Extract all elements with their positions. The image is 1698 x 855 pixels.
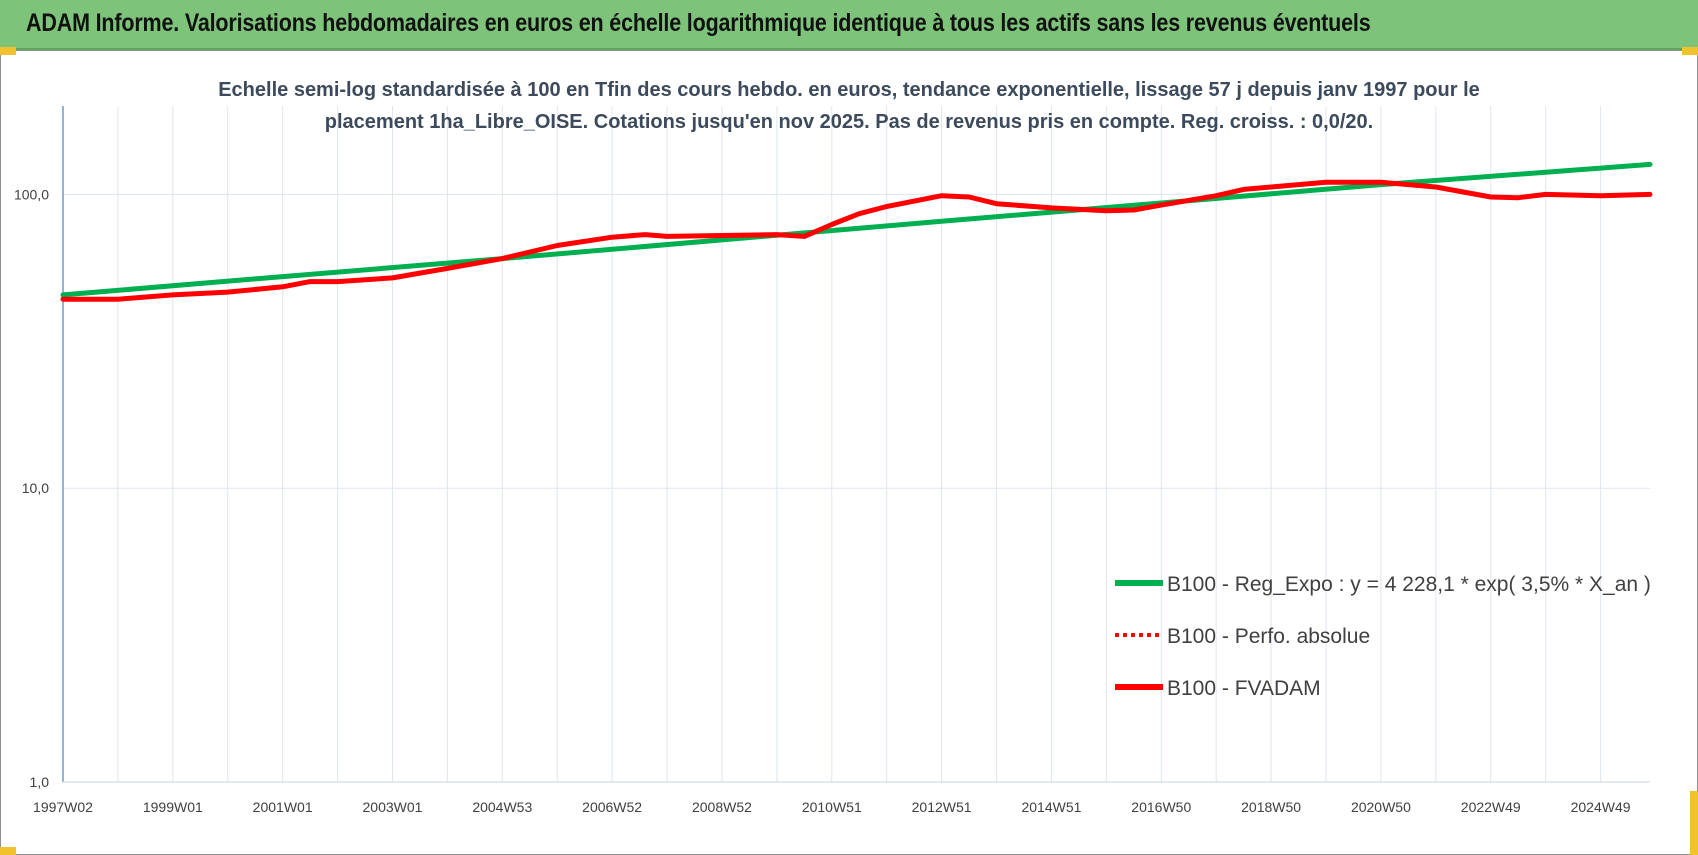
- y-tick-label: 1,0: [30, 774, 50, 790]
- page-title: ADAM Informe. Valorisations hebdomadaire…: [26, 9, 1371, 37]
- resize-handle-right[interactable]: [1690, 791, 1698, 841]
- y-tick-label: 10,0: [22, 480, 49, 496]
- legend-item-trend[interactable]: B100 - Reg_Expo : y = 4 228,1 * exp( 3,5…: [1115, 573, 1651, 596]
- page-header: ADAM Informe. Valorisations hebdomadaire…: [0, 0, 1698, 50]
- x-tick-label: 2004W53: [472, 799, 532, 815]
- x-tick-label: 2016W50: [1131, 799, 1191, 815]
- grid: [63, 106, 1650, 783]
- x-axis-ticks: 1997W02 1999W01 2001W01 2003W01 2004W53 2006W…: [33, 799, 1631, 815]
- y-tick-label: 100,0: [14, 186, 49, 202]
- x-tick-label: 2012W51: [912, 799, 972, 815]
- chart-title-line-1: Echelle semi-log standardisée à 100 en T…: [218, 79, 1480, 101]
- x-tick-label: 1997W02: [33, 799, 93, 815]
- x-tick-label: 2010W51: [802, 799, 862, 815]
- chart-title-line-2: placement 1ha_Libre_OISE. Cotations jusq…: [325, 111, 1373, 133]
- x-tick-label: 2014W51: [1021, 799, 1081, 815]
- series-trend-line: [60, 161, 1653, 298]
- x-tick-label: 2003W01: [363, 799, 423, 815]
- x-tick-label: 2006W52: [582, 799, 642, 815]
- legend-label-trend: B100 - Reg_Expo : y = 4 228,1 * exp( 3,5…: [1167, 573, 1651, 596]
- y-axis-ticks: 1,0 10,0 100,0: [14, 186, 49, 790]
- resize-handle-bottom-left[interactable]: [0, 847, 16, 855]
- x-tick-label: 1999W01: [143, 799, 203, 815]
- x-tick-label: 2020W50: [1351, 799, 1411, 815]
- series-fvadam-line: [60, 179, 1653, 302]
- x-tick-label: 2024W49: [1571, 799, 1631, 815]
- legend: B100 - Reg_Expo : y = 4 228,1 * exp( 3,5…: [1115, 573, 1651, 700]
- resize-handle-bottom-right[interactable]: [1690, 839, 1698, 855]
- x-tick-label: 2001W01: [253, 799, 313, 815]
- resize-handle-top-left[interactable]: [0, 47, 16, 55]
- x-tick-label: 2022W49: [1461, 799, 1521, 815]
- legend-label-fvadam: B100 - FVADAM: [1167, 677, 1321, 700]
- x-tick-label: 2018W50: [1241, 799, 1301, 815]
- legend-item-fvadam[interactable]: B100 - FVADAM: [1115, 677, 1321, 700]
- x-tick-label: 2008W52: [692, 799, 752, 815]
- legend-label-perfo-absolue: B100 - Perfo. absolue: [1167, 625, 1370, 648]
- legend-item-perfo-absolue[interactable]: B100 - Perfo. absolue: [1115, 625, 1370, 648]
- series-layer: [60, 161, 1653, 302]
- resize-handle-top-right[interactable]: [1682, 47, 1698, 55]
